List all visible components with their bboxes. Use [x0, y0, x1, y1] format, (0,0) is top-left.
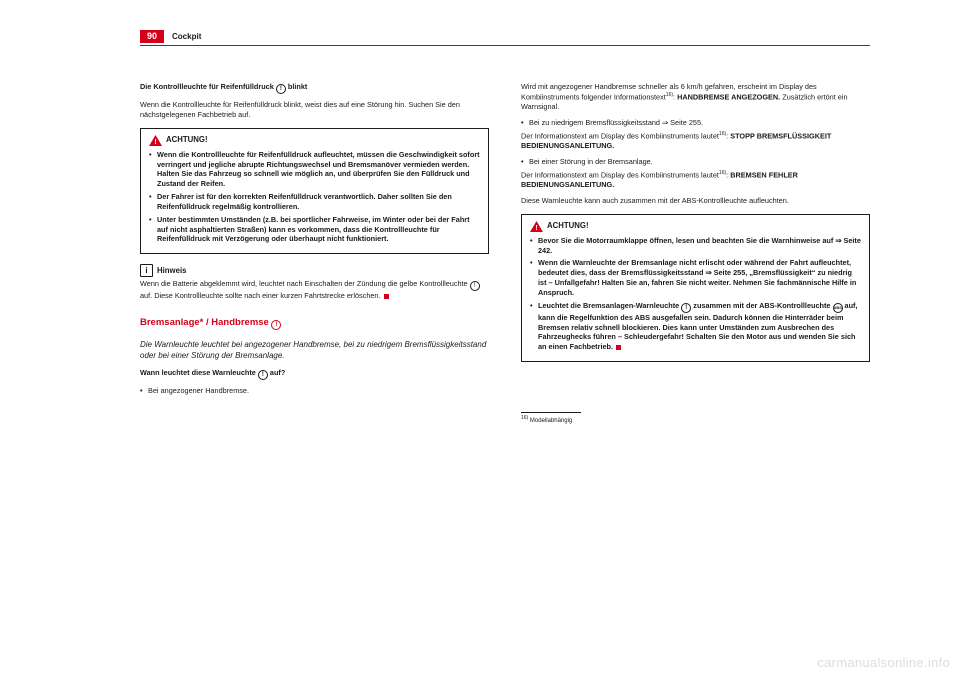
brake-warning-icon: !: [681, 303, 691, 313]
achtung-box-left: ! ACHTUNG! •Wenn die Kontrollleuchte für…: [140, 128, 489, 255]
achtung-title-left: ! ACHTUNG!: [149, 135, 480, 146]
right-p3a: Der Informationstext am Display des Komb…: [521, 170, 719, 179]
warning-triangle-icon: !: [530, 221, 543, 232]
section-title-text: Bremsanlage* / Handbremse !: [140, 317, 281, 328]
achtung-right-list: •Bevor Sie die Motorraumklappe öffnen, l…: [530, 236, 861, 352]
page-number: 90: [140, 30, 164, 43]
info-icon: i: [140, 264, 153, 277]
hinweis-text: Wenn die Batterie abgeklemmt wird, leuch…: [140, 279, 489, 301]
right-p1c: HANDBREMSE ANGEZOGEN.: [677, 92, 780, 101]
achtung-right-item: •Bevor Sie die Motorraumklappe öffnen, l…: [530, 236, 861, 256]
page: 90 Cockpit Die Kontrollleuchte für Reife…: [0, 0, 960, 678]
achtung-right-item-text: Bevor Sie die Motorraumklappe öffnen, le…: [538, 236, 861, 256]
tire-pressure-icon: !: [276, 84, 286, 94]
footnote-text: Modellabhängig: [530, 418, 572, 424]
list-item-text: Bei einer Störung in der Bremsanlage.: [529, 157, 870, 167]
brake-warning-icon: !: [258, 370, 268, 380]
section-question: Wann leuchtet diese Warnleuchte ! auf?: [140, 368, 489, 380]
achtung-title-right: ! ACHTUNG!: [530, 221, 861, 232]
achtung-right-item: •Leuchtet die Bremsanlagen-Warnleuchte !…: [530, 301, 861, 352]
brake-warning-icon: !: [271, 320, 281, 330]
bullet-icon: •: [521, 118, 529, 128]
left-column: Die Kontrollleuchte für Reifenfülldruck …: [140, 82, 489, 425]
left-subhead: Die Kontrollleuchte für Reifenfülldruck …: [140, 82, 489, 94]
right-column: Wird mit angezogener Handbremse schnelle…: [521, 82, 870, 425]
achtung-label-right: ACHTUNG!: [547, 221, 589, 232]
left-p1: Wenn die Kontrollleuchte für Reifenfülld…: [140, 100, 489, 120]
tire-pressure-icon: !: [470, 281, 480, 291]
svg-text:!: !: [535, 225, 537, 232]
achtung-right-item: •Wenn die Warnleuchte der Bremsanlage ni…: [530, 258, 861, 297]
section-question-text: Wann leuchtet diese Warnleuchte ! auf?: [140, 368, 285, 377]
right-p2: Der Informationstext am Display des Komb…: [521, 131, 870, 151]
achtung-left-item-text: Unter bestimmten Umständen (z.B. bei spo…: [157, 215, 480, 245]
section-lead: Die Warnleuchte leuchtet bei angezogener…: [140, 340, 489, 362]
achtung-box-right: ! ACHTUNG! •Bevor Sie die Motorraumklapp…: [521, 214, 870, 362]
bullet-icon: •: [530, 258, 538, 297]
watermark: carmanualsonline.info: [817, 655, 950, 670]
left-subhead-text: Die Kontrollleuchte für Reifenfülldruck …: [140, 82, 307, 91]
hinweis-label: Hinweis: [157, 266, 186, 277]
footnote-num: 16): [521, 415, 528, 421]
bullet-icon: •: [149, 192, 157, 212]
achtung-left-item: •Der Fahrer ist für den korrekten Reifen…: [149, 192, 480, 212]
footnote: 16) Modellabhängig: [521, 415, 870, 425]
list-item: •Bei angezogener Handbremse.: [140, 386, 489, 396]
abs-icon: ABS: [833, 303, 843, 313]
bullet-icon: •: [530, 236, 538, 256]
hinweis-text-a: Wenn die Batterie abgeklemmt wird, leuch…: [140, 279, 480, 300]
right-p4: Diese Warnleuchte kann auch zusammen mit…: [521, 196, 870, 206]
section-title: Bremsanlage* / Handbremse !: [140, 317, 489, 330]
footnote-rule: [521, 412, 581, 413]
hinweis-title: i Hinweis: [140, 264, 489, 277]
achtung-label-left: ACHTUNG!: [166, 135, 208, 146]
content-columns: Die Kontrollleuchte für Reifenfülldruck …: [140, 82, 870, 425]
achtung-left-item-text: Der Fahrer ist für den korrekten Reifenf…: [157, 192, 480, 212]
page-header: 90 Cockpit: [140, 30, 870, 43]
achtung-left-item: •Wenn die Kontrollleuchte für Reifenfüll…: [149, 150, 480, 189]
bullet-icon: •: [530, 301, 538, 352]
list-item-text: Bei angezogener Handbremse.: [148, 386, 489, 396]
achtung-left-list: •Wenn die Kontrollleuchte für Reifenfüll…: [149, 150, 480, 245]
list-item: •Bei zu niedrigem Bremsflüssigkeitsstand…: [521, 118, 870, 128]
list-item-text: Bei zu niedrigem Bremsflüssigkeitsstand …: [529, 118, 870, 128]
achtung-left-item: •Unter bestimmten Umständen (z.B. bei sp…: [149, 215, 480, 245]
list-item: •Bei einer Störung in der Bremsanlage.: [521, 157, 870, 167]
header-title: Cockpit: [172, 32, 201, 43]
section-q-list: •Bei angezogener Handbremse.: [140, 386, 489, 396]
bullet-icon: •: [521, 157, 529, 167]
svg-text:!: !: [154, 139, 156, 146]
achtung-right-item-text: Wenn die Warnleuchte der Bremsanlage nic…: [538, 258, 861, 297]
footnote-marker: 16): [666, 92, 673, 98]
right-p2a: Der Informationstext am Display des Komb…: [521, 131, 719, 140]
achtung-left-item-text: Wenn die Kontrollleuchte für Reifenfülld…: [157, 150, 480, 189]
warning-triangle-icon: !: [149, 135, 162, 146]
right-list-2: •Bei einer Störung in der Bremsanlage.: [521, 157, 870, 167]
right-list-1: •Bei zu niedrigem Bremsflüssigkeitsstand…: [521, 118, 870, 128]
right-p1: Wird mit angezogener Handbremse schnelle…: [521, 82, 870, 112]
right-p3: Der Informationstext am Display des Komb…: [521, 170, 870, 190]
bullet-icon: •: [149, 215, 157, 245]
bullet-icon: •: [149, 150, 157, 189]
achtung-right-item-text: Leuchtet die Bremsanlagen-Warnleuchte ! …: [538, 301, 861, 352]
end-of-section-icon: [384, 294, 389, 299]
header-rule: [140, 45, 870, 46]
end-of-section-icon: [616, 345, 621, 350]
bullet-icon: •: [140, 386, 148, 396]
